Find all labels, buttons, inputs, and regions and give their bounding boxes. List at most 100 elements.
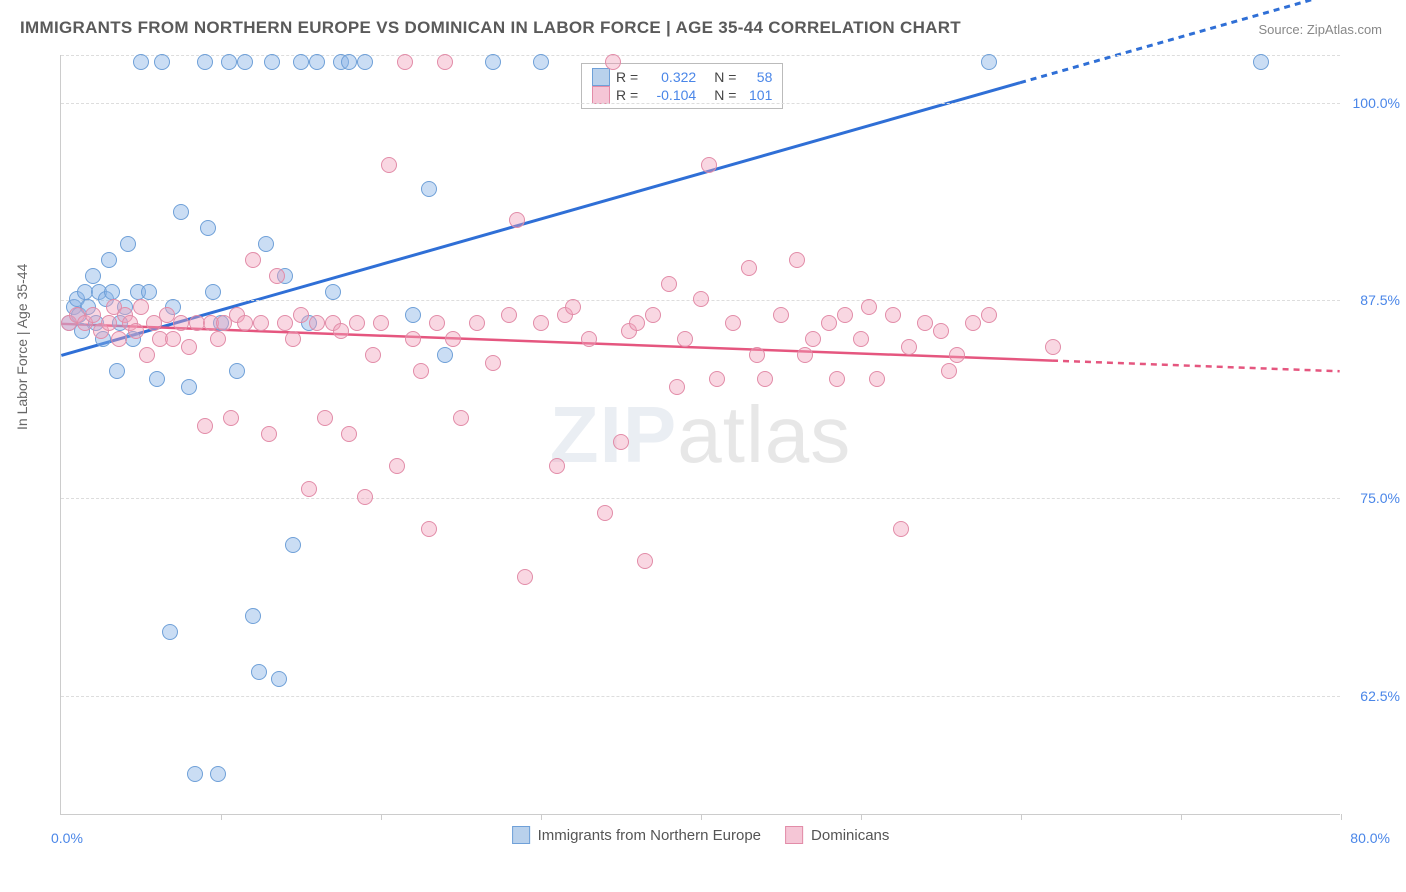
scatter-point-northern_europe [133,54,149,70]
watermark-zip: ZIP [550,390,677,479]
scatter-point-northern_europe [101,252,117,268]
scatter-point-dominicans [429,315,445,331]
x-tick [221,814,222,820]
scatter-point-dominicans [669,379,685,395]
scatter-point-dominicans [365,347,381,363]
scatter-point-dominicans [381,157,397,173]
scatter-point-dominicans [165,331,181,347]
watermark-atlas: atlas [677,390,851,479]
x-tick [1181,814,1182,820]
scatter-point-dominicans [805,331,821,347]
chart-plot-area: ZIPatlas R =0.322N =58R =-0.104N =101 0.… [60,55,1340,815]
scatter-point-northern_europe [154,54,170,70]
x-axis-min-label: 0.0% [51,830,83,846]
scatter-point-dominicans [645,307,661,323]
x-axis-max-label: 80.0% [1350,830,1390,846]
scatter-point-northern_europe [221,54,237,70]
scatter-point-dominicans [1045,339,1061,355]
scatter-point-northern_europe [485,54,501,70]
scatter-point-northern_europe [293,54,309,70]
scatter-point-dominicans [549,458,565,474]
gridline-h [61,498,1340,499]
gridline-top [61,55,1340,56]
scatter-point-dominicans [949,347,965,363]
scatter-point-dominicans [453,410,469,426]
y-tick-label: 62.5% [1360,688,1400,704]
scatter-point-northern_europe [264,54,280,70]
scatter-point-dominicans [885,307,901,323]
scatter-point-northern_europe [325,284,341,300]
scatter-point-northern_europe [197,54,213,70]
scatter-point-northern_europe [173,204,189,220]
scatter-point-dominicans [853,331,869,347]
scatter-point-northern_europe [149,371,165,387]
n-prefix: N = [714,69,736,85]
scatter-point-dominicans [469,315,485,331]
x-tick [861,814,862,820]
scatter-point-dominicans [837,307,853,323]
scatter-point-dominicans [445,331,461,347]
scatter-point-dominicans [789,252,805,268]
gridline-h [61,103,1340,104]
scatter-point-dominicans [237,315,253,331]
scatter-point-dominicans [693,291,709,307]
scatter-point-dominicans [210,331,226,347]
x-tick [1021,814,1022,820]
stats-row-northern_europe: R =0.322N =58 [592,68,772,86]
scatter-point-dominicans [309,315,325,331]
y-tick-label: 87.5% [1360,292,1400,308]
scatter-point-dominicans [757,371,773,387]
scatter-point-dominicans [613,434,629,450]
scatter-point-dominicans [253,315,269,331]
scatter-point-dominicans [501,307,517,323]
stats-row-dominicans: R =-0.104N =101 [592,86,772,104]
scatter-point-dominicans [245,252,261,268]
scatter-point-dominicans [933,323,949,339]
scatter-point-dominicans [421,521,437,537]
scatter-point-dominicans [173,315,189,331]
n-value-northern_europe: 58 [742,69,772,85]
scatter-point-northern_europe [237,54,253,70]
n-value-dominicans: 101 [742,87,772,103]
chart-title: IMMIGRANTS FROM NORTHERN EUROPE VS DOMIN… [20,18,961,38]
r-prefix: R = [616,87,638,103]
scatter-point-dominicans [405,331,421,347]
scatter-point-northern_europe [109,363,125,379]
swatch-dominicans [592,86,610,104]
scatter-point-dominicans [821,315,837,331]
trend-lines-svg [61,55,1340,814]
scatter-point-northern_europe [85,268,101,284]
scatter-point-northern_europe [251,664,267,680]
scatter-point-dominicans [485,355,501,371]
scatter-point-northern_europe [162,624,178,640]
scatter-point-dominicans [981,307,997,323]
scatter-point-dominicans [861,299,877,315]
scatter-point-dominicans [901,339,917,355]
scatter-point-dominicans [111,331,127,347]
scatter-point-dominicans [797,347,813,363]
scatter-point-dominicans [269,268,285,284]
scatter-point-northern_europe [258,236,274,252]
scatter-point-dominicans [373,315,389,331]
scatter-point-dominicans [317,410,333,426]
scatter-point-northern_europe [357,54,373,70]
scatter-point-dominicans [301,481,317,497]
scatter-point-dominicans [749,347,765,363]
scatter-point-dominicans [941,363,957,379]
scatter-point-northern_europe [271,671,287,687]
scatter-point-dominicans [597,505,613,521]
scatter-point-northern_europe [437,347,453,363]
scatter-point-dominicans [197,418,213,434]
scatter-point-northern_europe [1253,54,1269,70]
scatter-point-dominicans [437,54,453,70]
scatter-point-dominicans [829,371,845,387]
scatter-point-northern_europe [205,284,221,300]
r-value-northern_europe: 0.322 [644,69,696,85]
scatter-point-dominicans [341,426,357,442]
scatter-point-dominicans [533,315,549,331]
scatter-point-dominicans [661,276,677,292]
legend-label-northern_europe: Immigrants from Northern Europe [538,827,761,844]
scatter-point-dominicans [629,315,645,331]
scatter-point-dominicans [349,315,365,331]
y-tick-label: 100.0% [1353,95,1400,111]
